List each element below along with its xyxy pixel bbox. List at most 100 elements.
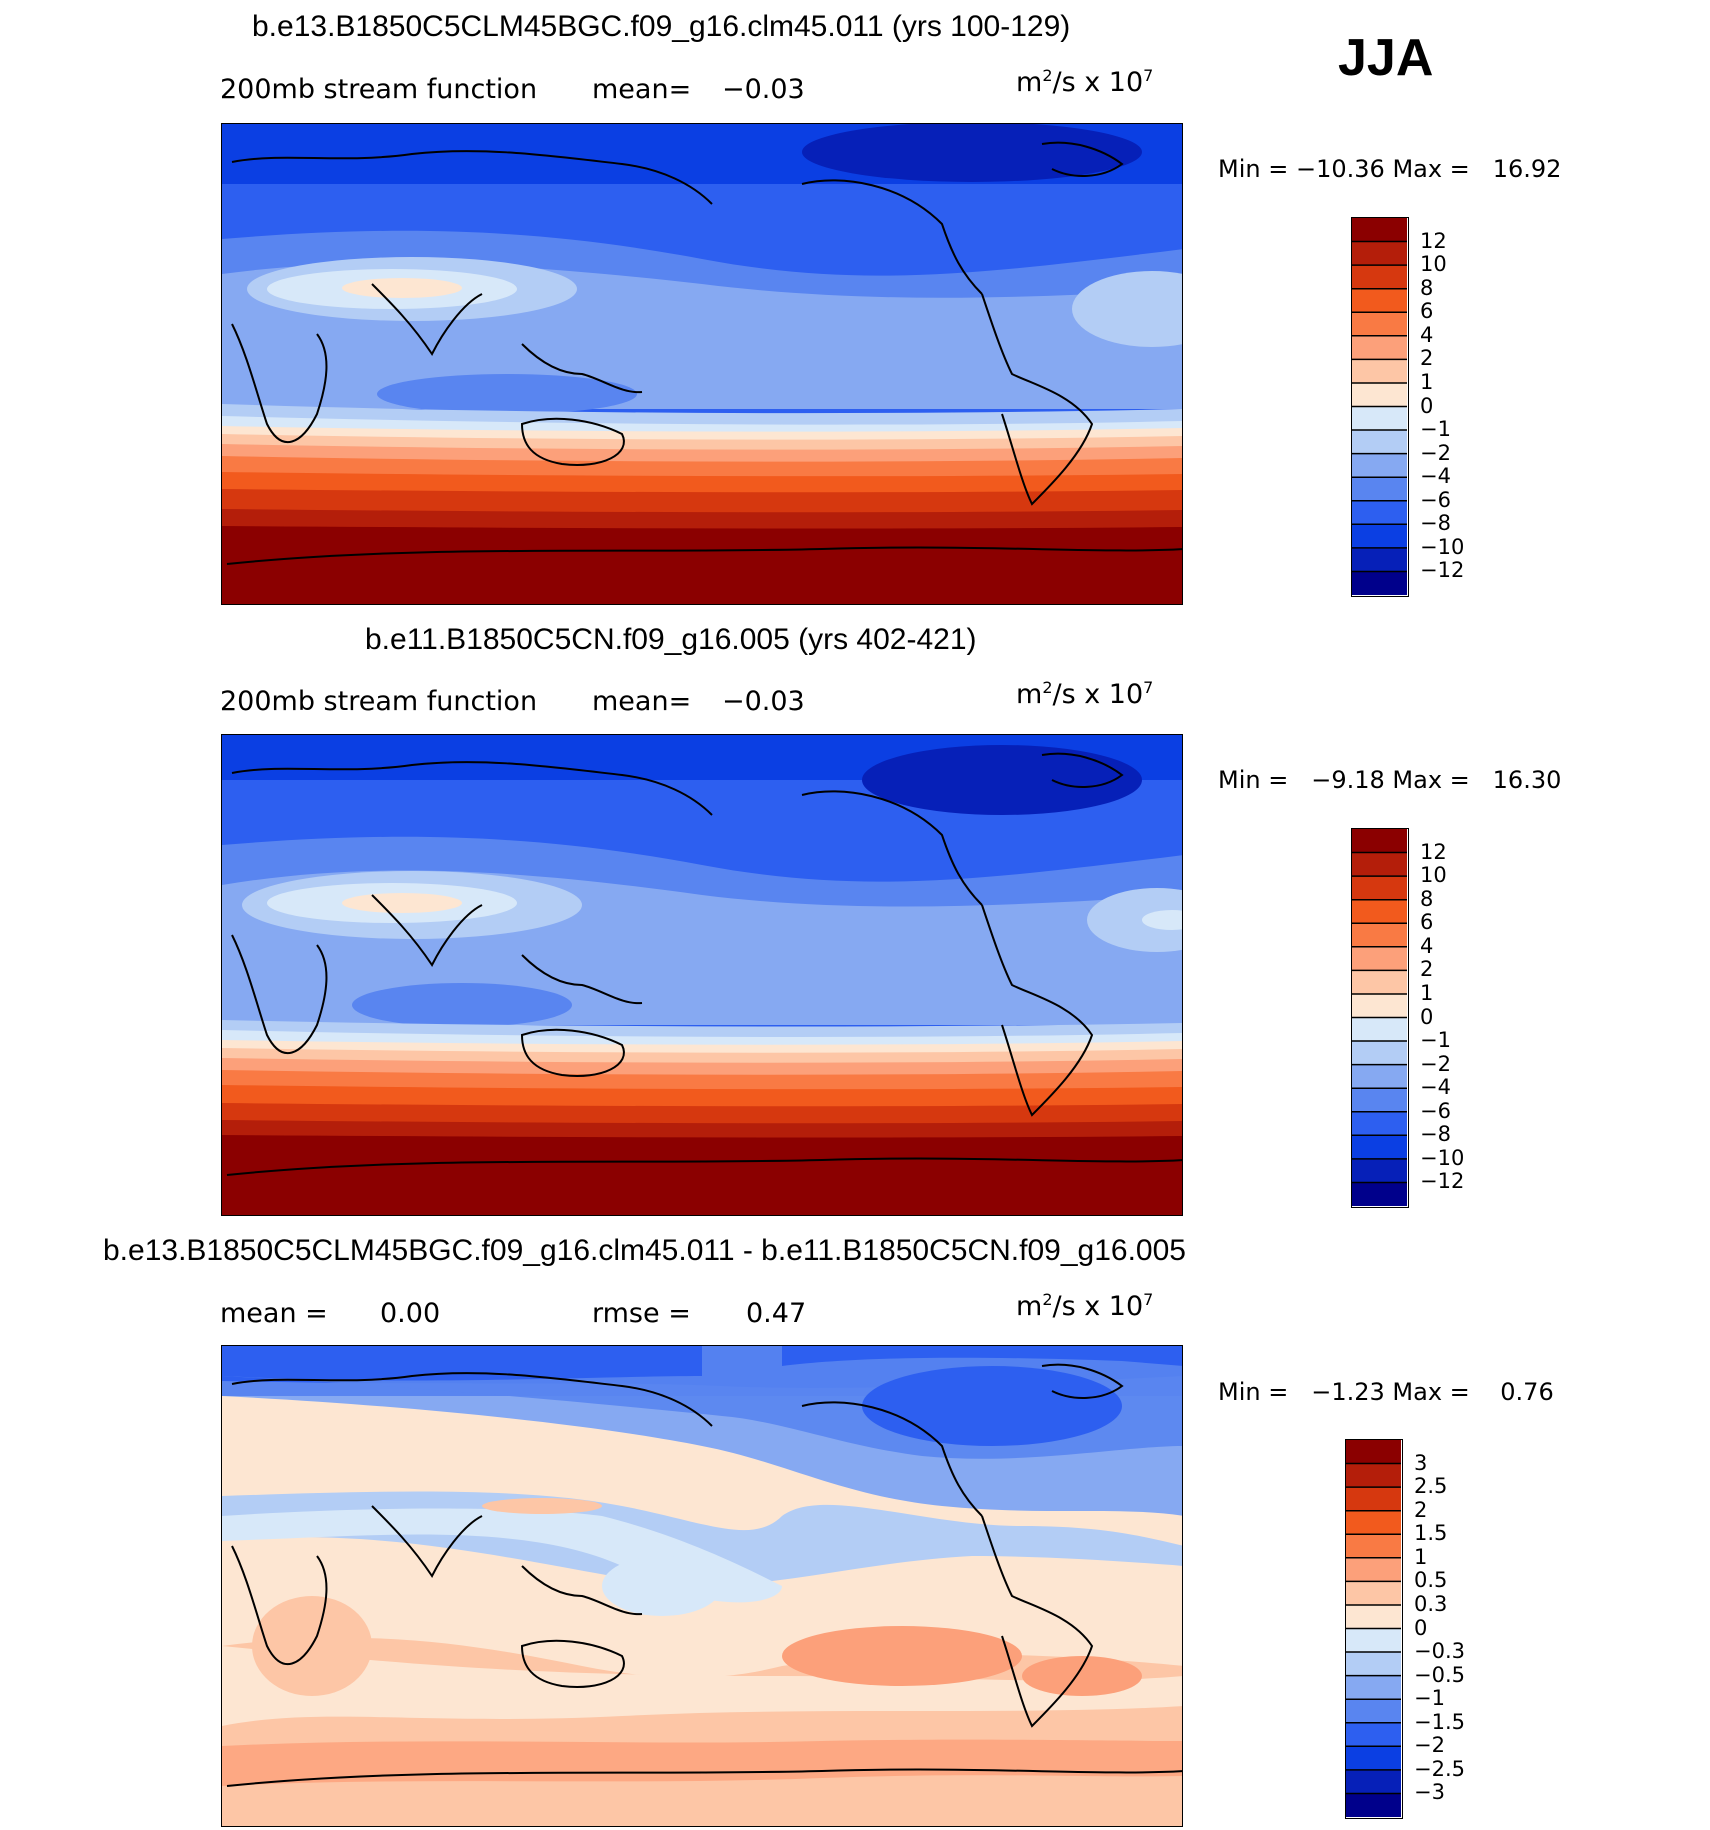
panel-1-colorbar-level-label: 1 — [1420, 369, 1434, 394]
panel-2-colorbar-level-label: 4 — [1420, 933, 1434, 958]
panel-3-map — [221, 1345, 1183, 1827]
panel-3-colorbar-swatch — [1346, 1534, 1401, 1559]
panel-2-colorbar-level-label: −8 — [1420, 1122, 1451, 1147]
panel-1-colorbar-swatch — [1352, 359, 1407, 384]
panel-3-colorbar-level-label: −2.5 — [1414, 1756, 1465, 1781]
panel-1-colorbar-swatch — [1352, 477, 1407, 502]
panel-1-colorbar-level-label: −12 — [1420, 558, 1465, 583]
panel-1-colorbar-swatch — [1352, 571, 1407, 596]
season-label: JJA — [1338, 29, 1434, 87]
panel-2-mean-label: mean= — [592, 686, 692, 717]
panel-3-mean-value: 0.00 — [380, 1298, 441, 1329]
panel-2-colorbar-level-label: −6 — [1420, 1098, 1451, 1123]
panel-1-colorbar-level-label: 8 — [1420, 275, 1434, 300]
panel-1-colorbar-level-label: −8 — [1420, 511, 1451, 536]
panel-3-colorbar-level-label: 0.3 — [1414, 1591, 1448, 1616]
panel-3-colorbar-swatch — [1346, 1793, 1401, 1818]
panel-1-colorbar-level-label: −4 — [1420, 464, 1451, 489]
panel-3-colorbar-level-label: 2.5 — [1414, 1474, 1448, 1499]
panel-3-colorbar-swatch — [1346, 1675, 1401, 1700]
panel-2-colorbar-swatch — [1352, 1135, 1407, 1160]
panel-2-colorbar-swatch — [1352, 993, 1407, 1018]
panel-3-colorbar-swatch — [1346, 1769, 1401, 1794]
panel-2-colorbar-swatch — [1352, 1064, 1407, 1089]
panel-3-contour-field — [222, 1346, 1182, 1826]
panel-1-map — [221, 123, 1183, 605]
panel-1-colorbar-swatch — [1352, 335, 1407, 360]
panel-3-colorbar-level-label: −2 — [1414, 1733, 1445, 1758]
panel-3-colorbar-swatch — [1346, 1440, 1401, 1465]
panel-2-colorbar-level-label: 10 — [1420, 863, 1447, 888]
panel-1-title: b.e13.B1850C5CLM45BGC.f09_g16.clm45.011 … — [252, 10, 1071, 43]
panel-1-minmax: Min = −10.36 Max = 16.92 — [1218, 155, 1562, 183]
panel-2-title: b.e11.B1850C5CN.f09_g16.005 (yrs 402-421… — [365, 623, 977, 656]
panel-1-colorbar-level-label: 6 — [1420, 299, 1434, 324]
panel-1-units: m2/s x 107 — [1016, 66, 1154, 98]
panel-2-colorbar-level-label: −10 — [1420, 1145, 1465, 1170]
panel-2-colorbar-swatch — [1352, 829, 1407, 854]
panel-3-colorbar — [1345, 1439, 1403, 1819]
panel-2-units: m2/s x 107 — [1016, 678, 1154, 710]
panel-1-colorbar-swatch — [1352, 524, 1407, 549]
panel-1-colorbar-swatch — [1352, 241, 1407, 266]
panel-3-colorbar-swatch — [1346, 1652, 1401, 1677]
panel-3-colorbar-swatch — [1346, 1510, 1401, 1535]
panel-3-colorbar-swatch — [1346, 1463, 1401, 1488]
panel-2-colorbar-level-label: 2 — [1420, 957, 1434, 982]
panel-2-colorbar-level-label: 8 — [1420, 886, 1434, 911]
panel-3-colorbar-level-label: 2 — [1414, 1497, 1428, 1522]
panel-3-colorbar-level-label: −0.5 — [1414, 1662, 1465, 1687]
panel-3-colorbar-level-label: 0.5 — [1414, 1568, 1448, 1593]
panel-1-colorbar-level-label: −1 — [1420, 417, 1451, 442]
panel-2-colorbar-level-label: 12 — [1420, 839, 1447, 864]
panel-1-colorbar-swatch — [1352, 430, 1407, 455]
panel-2-colorbar-level-label: 0 — [1420, 1004, 1434, 1029]
panel-1-colorbar-level-label: 2 — [1420, 346, 1434, 371]
panel-2-map — [221, 734, 1183, 1216]
panel-2-colorbar-level-label: −4 — [1420, 1075, 1451, 1100]
panel-2-colorbar-level-label: 1 — [1420, 980, 1434, 1005]
panel-1-colorbar-level-label: 0 — [1420, 393, 1434, 418]
panel-1-colorbar-swatch — [1352, 382, 1407, 407]
panel-3-colorbar-level-label: −1 — [1414, 1686, 1445, 1711]
panel-2-colorbar-swatch — [1352, 923, 1407, 948]
panel-1-contour-field — [222, 124, 1182, 604]
panel-2-colorbar-swatch — [1352, 876, 1407, 901]
panel-1-colorbar-level-label: −10 — [1420, 534, 1465, 559]
panel-3-colorbar-level-label: −3 — [1414, 1780, 1445, 1805]
panel-1-subtitle: 200mb stream function — [220, 74, 538, 105]
panel-3-colorbar-level-label: 1 — [1414, 1544, 1428, 1569]
panel-1-colorbar-level-label: 4 — [1420, 322, 1434, 347]
panel-1-colorbar-swatch — [1352, 500, 1407, 525]
panel-3-colorbar-level-label: −0.3 — [1414, 1639, 1465, 1664]
panel-2-colorbar-swatch — [1352, 1017, 1407, 1042]
panel-2-minmax: Min = −9.18 Max = 16.30 — [1218, 766, 1562, 794]
panel-3-colorbar-swatch — [1346, 1604, 1401, 1629]
panel-3-colorbar-swatch — [1346, 1581, 1401, 1606]
panel-2-colorbar-level-label: 6 — [1420, 910, 1434, 935]
panel-3-colorbar-swatch — [1346, 1699, 1401, 1724]
panel-1-colorbar-swatch — [1352, 265, 1407, 290]
panel-2-mean-value: −0.03 — [722, 686, 805, 717]
panel-2-colorbar-level-label: −12 — [1420, 1169, 1465, 1194]
panel-2-colorbar-level-label: −1 — [1420, 1028, 1451, 1053]
panel-1-colorbar-swatch — [1352, 288, 1407, 313]
panel-1-colorbar-swatch — [1352, 312, 1407, 337]
panel-2-colorbar-swatch — [1352, 852, 1407, 877]
panel-1-colorbar-level-label: 10 — [1420, 252, 1447, 277]
panel-2-colorbar-swatch — [1352, 970, 1407, 995]
panel-2-colorbar — [1351, 828, 1409, 1208]
panel-1-colorbar-level-label: −6 — [1420, 487, 1451, 512]
panel-3-colorbar-level-label: 1.5 — [1414, 1521, 1448, 1546]
panel-3-colorbar-swatch — [1346, 1722, 1401, 1747]
panel-1-colorbar-swatch — [1352, 453, 1407, 478]
panel-3-title: b.e13.B1850C5CLM45BGC.f09_g16.clm45.011 … — [103, 1234, 1186, 1267]
panel-3-rmse-label: rmse = — [592, 1298, 691, 1329]
panel-3-colorbar-swatch — [1346, 1487, 1401, 1512]
panel-2-colorbar-swatch — [1352, 946, 1407, 971]
panel-1-colorbar-swatch — [1352, 406, 1407, 431]
panel-2-colorbar-swatch — [1352, 1041, 1407, 1066]
panel-3-rmse-value: 0.47 — [746, 1298, 807, 1329]
panel-3-units: m2/s x 107 — [1016, 1290, 1154, 1322]
panel-2-colorbar-swatch — [1352, 899, 1407, 924]
